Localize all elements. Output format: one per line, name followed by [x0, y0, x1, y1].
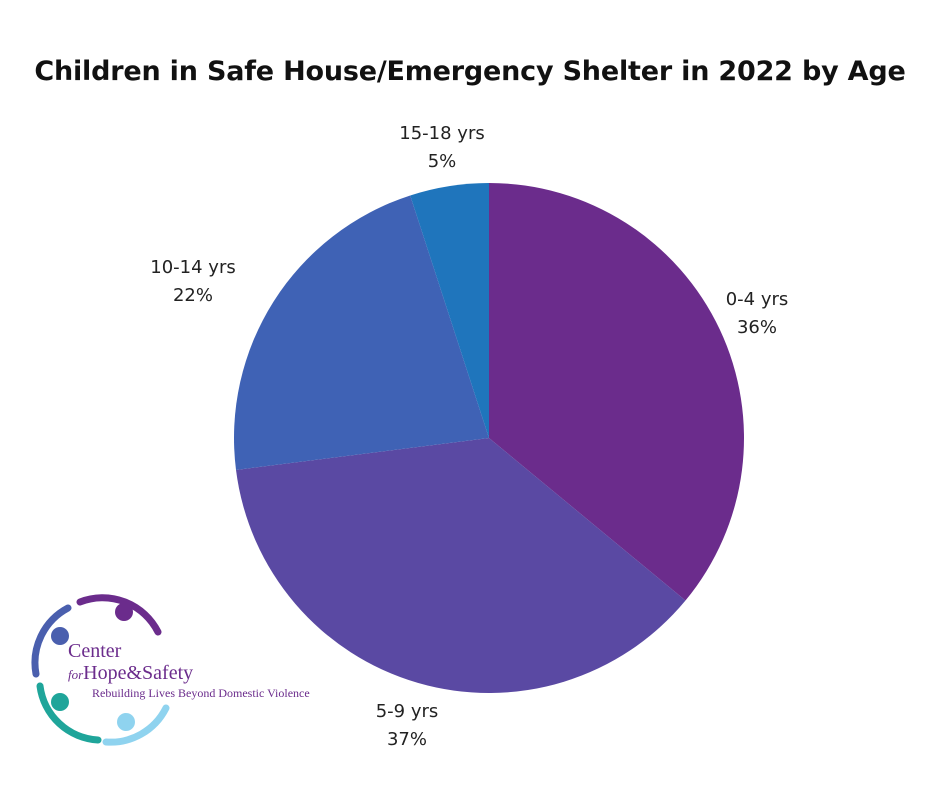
slice-label-10-14-yrs: 10-14 yrs 22% — [150, 254, 235, 310]
slice-label-15-18-yrs: 15-18 yrs 5% — [399, 120, 484, 176]
logo-mark-icon — [31, 594, 170, 746]
pie-slice-5-9-yrs — [236, 438, 686, 693]
pie-slice-10-14-yrs — [234, 195, 489, 470]
slice-label-category: 10-14 yrs — [150, 257, 236, 278]
chart-title: Children in Safe House/Emergency Shelter… — [34, 56, 906, 87]
slice-label-5-9-yrs: 5-9 yrs 37% — [376, 698, 439, 754]
pie-slice-0-4-yrs — [489, 183, 744, 601]
logo-text-center: Center — [68, 640, 122, 662]
slice-label-category: 5-9 yrs — [375, 701, 439, 722]
logo-text-hope: Hope&Safety — [83, 662, 194, 684]
slice-label-category: 0-4 yrs — [725, 289, 789, 310]
pie-slice-15-18-yrs — [410, 183, 489, 438]
slice-label-0-4-yrs: 0-4 yrs 36% — [726, 286, 789, 342]
slice-label-category: 15-18 yrs — [399, 123, 485, 144]
slice-label-percent: 37% — [386, 729, 427, 750]
slice-label-percent: 36% — [736, 317, 777, 338]
organization-logo: Center forHope&Safety Rebuilding Lives B… — [28, 590, 328, 750]
logo-text-hope-safety: forHope&Safety — [68, 662, 193, 685]
slice-label-percent: 22% — [172, 285, 213, 306]
logo-text-for: for — [68, 667, 84, 682]
slice-label-percent: 5% — [427, 151, 457, 172]
logo-tagline: Rebuilding Lives Beyond Domestic Violenc… — [92, 686, 310, 700]
